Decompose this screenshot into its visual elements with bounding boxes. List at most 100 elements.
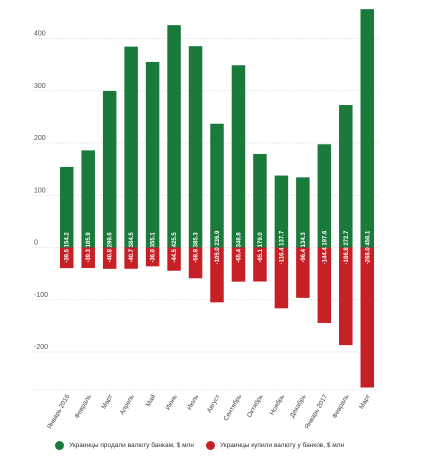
bar-bought-value: -144.4 — [322, 246, 328, 265]
bar-sold — [274, 175, 289, 248]
x-tick-label: Июль — [186, 393, 201, 411]
y-tick-label: 300 — [34, 83, 46, 90]
bar-bought-value: -116.4 — [279, 246, 285, 264]
x-tick-label: Март — [358, 393, 372, 410]
bar-value-label: -40.7 384.5 — [129, 232, 135, 263]
bar-labels-layer: -39.5 154.2 -39.3 185.9 -40.8 299.6 -40.7 3… — [65, 230, 372, 264]
x-tick-label: Август — [206, 393, 222, 413]
bar-value-label: -39.3 185.9 — [86, 232, 92, 263]
bar-bought — [296, 247, 310, 298]
bar-bought — [317, 247, 332, 323]
bar-sold-value: 456.1 — [365, 230, 371, 246]
bar-sold — [360, 9, 375, 248]
bar-sold — [124, 46, 138, 248]
bar-bought-value: -268.0 — [365, 246, 371, 265]
bar-sold — [59, 166, 74, 248]
bar-sold-value: 272.7 — [344, 230, 350, 246]
bar-value-label: -36.0 355.1 — [151, 232, 157, 263]
bar-bought — [339, 247, 353, 346]
bar-bought — [274, 247, 289, 309]
bar-bought-value: -58.9 — [194, 247, 200, 262]
bar-bought — [167, 247, 181, 271]
bar-bought-value: -65.1 — [258, 247, 264, 262]
y-tick-label: 200 — [34, 135, 46, 142]
bar-value-label: -186.8 272.7 — [344, 230, 350, 264]
bar-bought-value: -96.4 — [301, 247, 307, 262]
bar-sold-value: 385.3 — [194, 232, 200, 248]
bar-sold — [102, 90, 117, 248]
bar-sold-value: 384.5 — [129, 232, 135, 248]
bar-value-label: -144.4 197.6 — [322, 230, 328, 264]
bar-sold — [231, 65, 246, 248]
y-tick-label: 0 — [34, 240, 38, 247]
y-tick-label: -200 — [34, 344, 48, 351]
bar-sold-value: 348.8 — [236, 232, 242, 248]
legend: Украинцы продали валюту банкам, $ млн Ук… — [55, 441, 344, 450]
bar-sold-value: 137.7 — [279, 230, 285, 246]
bars-layer — [59, 9, 375, 388]
x-tick-label: Май — [144, 393, 157, 408]
bar-sold — [81, 150, 95, 248]
y-tick-label: -100 — [34, 292, 48, 299]
bar-sold — [145, 61, 160, 248]
bar-sold-value: 299.6 — [108, 232, 114, 248]
x-tick-label: Январь 2016 — [46, 393, 72, 430]
bar-bought — [253, 247, 267, 282]
x-tick-label: Апрель — [119, 393, 136, 416]
bar-bought-value: -39.5 — [65, 247, 71, 262]
legend-item-bought: Украинцы купили валюту у банков, $ млн — [205, 441, 344, 450]
bar-sold — [296, 177, 310, 248]
y-tick-label: 400 — [34, 31, 46, 38]
bar-sold — [210, 123, 224, 248]
bar-bought-value: -39.3 — [86, 247, 92, 262]
x-tick-label: Октябрь — [245, 392, 265, 418]
bar-bought — [210, 247, 224, 303]
x-tick-label: Февраль — [331, 393, 351, 420]
bar-bought-value: -105.0 — [215, 246, 221, 265]
bar-value-label: -105.0 236.9 — [215, 230, 221, 264]
bar-value-label: -39.5 154.2 — [65, 232, 71, 263]
bar-sold-value: 179.0 — [258, 232, 264, 248]
x-tick-label: Март — [101, 393, 115, 410]
bar-bought-value: -186.8 — [344, 246, 350, 265]
bar-value-label: -268.0 456.1 — [365, 230, 371, 264]
x-tick-label: Февраль — [74, 393, 94, 420]
x-tick-label: Ноябрь — [268, 392, 287, 416]
x-axis-labels: Январь 2016 Февраль Март Апрель Май Июнь Июль А… — [46, 392, 372, 430]
legend-item-sold: Украинцы продали валюту банкам, $ млн — [55, 441, 194, 450]
bar-sold-value: 197.6 — [322, 230, 328, 246]
bar-value-label: -58.9 385.3 — [194, 232, 200, 263]
bar-value-label: -96.4 134.3 — [301, 232, 307, 263]
bar-value-label: -44.5 425.5 — [172, 232, 178, 263]
x-tick-label: Сентябрь — [222, 392, 244, 422]
bar-bought — [59, 247, 74, 269]
bar-bought-value: -40.8 — [108, 247, 114, 262]
bar-bought — [188, 247, 203, 279]
bar-bought — [102, 247, 117, 269]
y-tick-label: 100 — [34, 187, 46, 194]
bar-value-label: -116.4 137.7 — [279, 230, 285, 264]
x-tick-label: Январь 2017 — [304, 393, 330, 430]
bar-sold — [188, 46, 203, 248]
bar-sold-value: 185.9 — [86, 232, 92, 248]
x-tick-label: Декабрь — [288, 392, 308, 418]
bar-sold — [317, 144, 332, 248]
bar-bought-value: -40.7 — [129, 247, 135, 262]
bar-sold-value: 154.2 — [65, 232, 71, 248]
x-tick-label: Июнь — [164, 393, 179, 411]
bar-sold-value: 236.9 — [215, 230, 221, 246]
bar-bought — [145, 247, 160, 267]
bar-bought-value: -44.5 — [172, 247, 178, 262]
bar-value-label: -40.8 299.6 — [108, 232, 114, 263]
y-axis-ticks: 400 300 200 100 0 -100 -200 — [34, 31, 48, 352]
legend-label-sold: Украинцы продали валюту банкам, $ млн — [69, 442, 194, 449]
bar-sold-value: 134.3 — [301, 232, 307, 248]
bar-sold — [253, 153, 267, 248]
bar-sold — [339, 105, 353, 248]
bar-bought-value: -65.4 — [236, 247, 242, 262]
legend-marker-sold — [55, 441, 64, 450]
bar-sold-value: 355.1 — [151, 232, 157, 248]
bar-sold — [167, 25, 181, 248]
